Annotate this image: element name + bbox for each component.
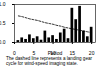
svg-text:15: 15 [70,50,76,56]
html-text:The dashed line represents a l: The dashed line represents a landing gea… [6,56,93,67]
svg-text:1.0: 1.0 [0,1,6,7]
svg-text:5: 5 [32,50,35,56]
svg-text:20: 20 [89,50,95,56]
svg-text:0.0: 0.0 [0,39,6,45]
svg-text:Period: Period [48,50,63,56]
svg-text:0.5: 0.5 [0,20,6,26]
svg-text:0: 0 [13,50,16,56]
